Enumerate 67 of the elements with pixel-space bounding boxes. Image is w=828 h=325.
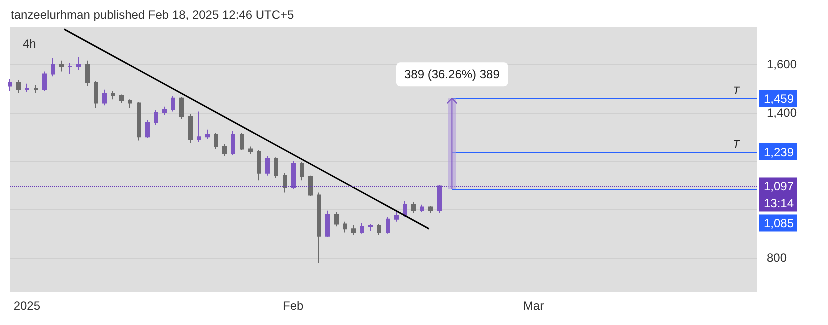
text: 13:14 [764,196,794,211]
candlestick [214,132,218,150]
candlestick [248,146,253,155]
candlestick [231,130,235,156]
candlestick [420,204,424,213]
candlestick [205,129,210,140]
candlestick [428,206,433,214]
candlestick [68,62,72,75]
candlestick [145,120,150,139]
candlestick [8,78,12,92]
candlestick [411,202,416,214]
candlestick [394,210,399,222]
candlestick [51,58,55,78]
y-tick-label: 1,400 [767,106,798,120]
candlestick [25,83,29,93]
candlestick [325,210,330,238]
candlestick [128,99,132,109]
x-tick-label: 2025 [14,299,41,313]
annotation: T [733,86,742,98]
y-tick-label: 800 [767,251,788,266]
ref-line-label: 1,097 [764,180,794,194]
candlestick [265,156,270,176]
candlestick [317,192,321,264]
candlestick [137,102,141,142]
candlestick [308,175,313,197]
candlestick [16,80,21,94]
annotation: 389 (36.26%) 389 [404,68,500,82]
candlestick [154,110,158,126]
ref-line-label: 1,239 [764,145,794,160]
candlestick [403,200,407,218]
candlestick [343,221,347,234]
candlestick [94,80,98,109]
candlestick [240,132,244,151]
candlestick [300,162,304,182]
candlestick [257,150,261,182]
candlestick [283,172,287,194]
ref-line-label: 1,459 [764,92,794,106]
candlestick [171,95,175,112]
annotation: T [733,138,742,151]
candlestick [179,96,184,120]
candlestick [351,224,356,236]
candlestick [197,111,201,142]
candlestick [274,157,278,179]
candlestick [85,60,90,87]
candlestick [386,216,390,234]
candlestick [59,60,64,72]
candlestick [111,90,115,100]
candlestick [368,224,373,232]
candlestick [360,222,364,234]
candlestick [42,71,47,92]
candlestick [334,212,339,228]
candlestick [76,56,81,72]
x-tick-label: Feb [283,299,304,313]
y-tick-label: 1,600 [767,58,798,72]
text: 4h [23,37,36,51]
ref-line-label: 1,085 [764,216,794,231]
candlestick [437,185,442,214]
candlestick [34,84,38,94]
chart-title: tanzeelurhman published Feb 18, 2025 12:46 UTC+5 [11,8,295,22]
candlestick [222,144,227,157]
candlestick [102,89,107,106]
candlestick [188,114,193,144]
candlestick [119,94,124,104]
candlestick [162,106,167,116]
candlestick [377,224,381,236]
candlestick [291,160,296,190]
x-tick-label: Mar [523,299,544,313]
